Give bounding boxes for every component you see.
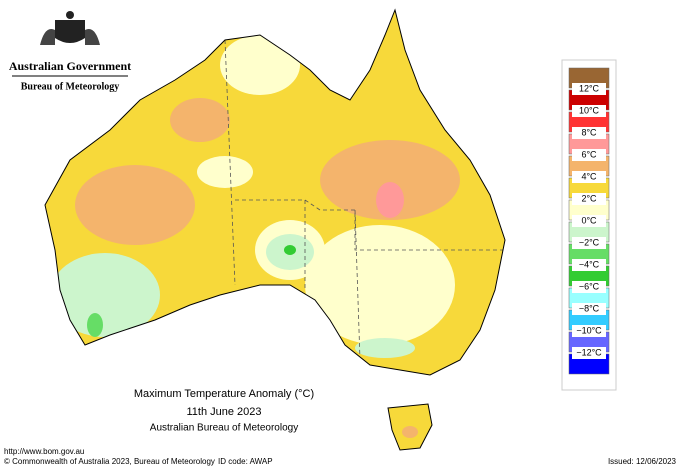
legend-label-bg — [572, 303, 606, 315]
map-source: Australian Bureau of Meteorology — [150, 423, 298, 434]
legend-label: 0°C — [581, 215, 597, 225]
legend-label: −6°C — [579, 281, 600, 291]
legend-label-bg — [572, 105, 606, 117]
footer-id: ID code: AWAP — [218, 457, 273, 466]
legend-label: 6°C — [581, 149, 597, 159]
legend-label: −8°C — [579, 303, 600, 313]
legend-label: 8°C — [581, 127, 597, 137]
footer-issued: Issued: 12/06/2023 — [608, 457, 677, 466]
footer-url: http://www.bom.gov.au — [4, 447, 84, 456]
legend-label-bg — [572, 325, 606, 337]
tasmania-patch — [402, 426, 418, 438]
footer-copyright: © Commonwealth of Australia 2023, Bureau… — [4, 457, 215, 466]
legend-label: −4°C — [579, 259, 600, 269]
legend-label-bg — [572, 347, 606, 359]
legend-label-bg — [572, 215, 606, 227]
legend-label: 10°C — [579, 105, 600, 115]
legend-label-bg — [572, 127, 606, 139]
legend: 12°C 10°C 8°C 6°C 4°C 2°C 0°C −2°C −4°C −6°C −8°C −… — [568, 67, 610, 375]
legend-label-bg — [572, 281, 606, 293]
legend-label: 12°C — [579, 83, 600, 93]
government-name: Australian Government — [9, 59, 131, 73]
legend-label-bg — [572, 259, 606, 271]
coastline — [44, 8, 506, 376]
legend-label-bg — [572, 149, 606, 161]
legend-label-bg — [572, 171, 606, 183]
legend-label: −12°C — [576, 347, 602, 357]
logo: Australian Government Bureau of Meteorol… — [9, 11, 131, 92]
legend-label: 4°C — [581, 171, 597, 181]
legend-label: −2°C — [579, 237, 600, 247]
bureau-name: Bureau of Meteorology — [21, 81, 120, 92]
legend-label: −10°C — [576, 325, 602, 335]
map-date: 11th June 2023 — [186, 406, 261, 418]
legend-label-bg — [572, 83, 606, 95]
legend-label-bg — [572, 237, 606, 249]
legend-label-bg — [572, 193, 606, 205]
legend-label: 2°C — [581, 193, 597, 203]
map-title: Maximum Temperature Anomaly (°C) — [134, 388, 314, 400]
